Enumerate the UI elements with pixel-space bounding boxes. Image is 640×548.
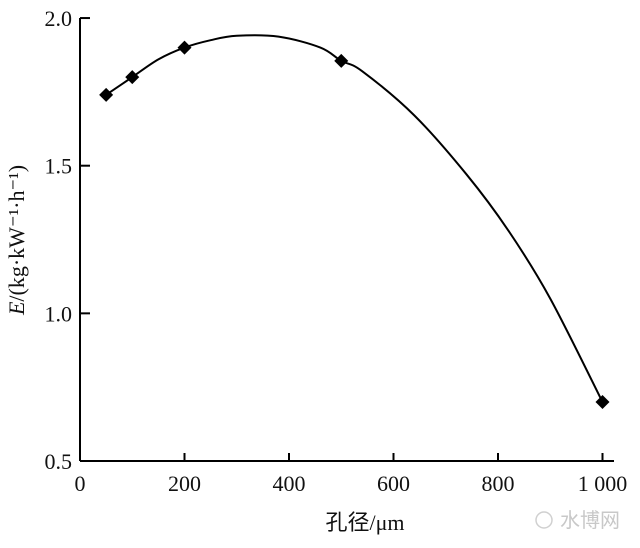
x-tick-label: 800 (482, 471, 515, 496)
x-axis-label: 孔径/μm (325, 510, 404, 535)
y-axis-label-unit: /(kg·kW⁻¹·h⁻¹) (4, 165, 29, 302)
y-axis-label: E/(kg·kW⁻¹·h⁻¹) (4, 165, 29, 316)
y-tick-label: 2.0 (45, 6, 73, 31)
data-point-marker (99, 87, 114, 102)
data-point-marker (125, 70, 140, 85)
x-tick-label: 600 (377, 471, 410, 496)
x-tick-label: 200 (168, 471, 201, 496)
data-point-marker (334, 53, 349, 68)
data-point-marker (595, 394, 610, 409)
watermark: 水博网 (535, 508, 620, 532)
wechat-icon (535, 511, 553, 529)
x-tick-label: 400 (273, 471, 306, 496)
fit-curve-line (105, 34, 604, 403)
y-tick-label: 1.5 (45, 154, 73, 179)
y-axis-label-symbol: E (4, 301, 29, 316)
watermark-text: 水博网 (560, 508, 620, 532)
x-tick-label: 1 000 (578, 471, 628, 496)
data-point-marker (177, 40, 192, 55)
y-tick-label: 0.5 (45, 449, 73, 474)
y-tick-label: 1.0 (45, 301, 73, 326)
axes (79, 18, 614, 462)
x-tick-label: 0 (75, 471, 86, 496)
